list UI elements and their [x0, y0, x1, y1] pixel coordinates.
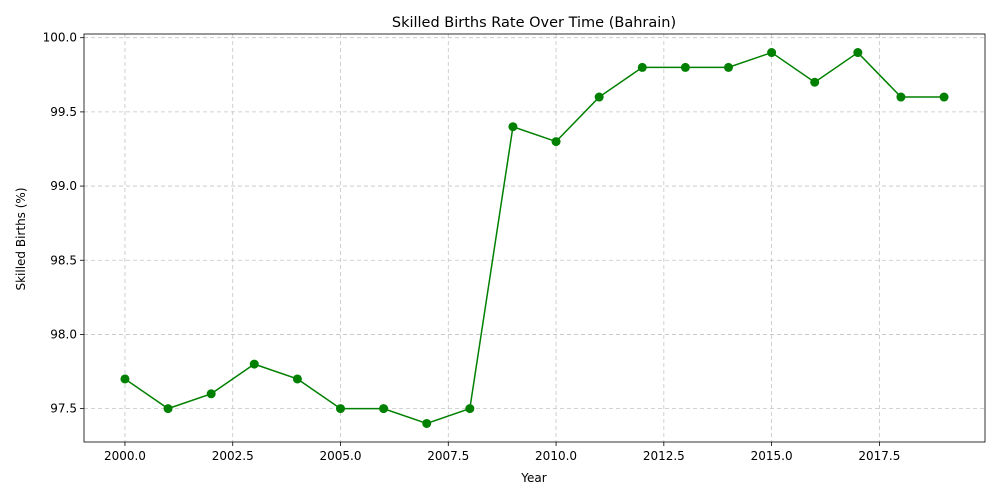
data-point	[120, 374, 130, 384]
x-axis-label: Year	[520, 471, 546, 485]
x-tick-label: 2010.0	[535, 449, 577, 463]
data-point	[379, 404, 389, 414]
data-point	[336, 404, 346, 414]
plot-frame	[83, 33, 986, 443]
y-tick-label: 97.5	[50, 402, 77, 416]
data-point	[292, 374, 302, 384]
chart-title: Skilled Births Rate Over Time (Bahrain)	[392, 15, 676, 31]
x-tick-label: 2012.5	[643, 449, 685, 463]
x-tick-label: 2005.0	[320, 449, 362, 463]
y-axis: 97.5 98.0 98.5 99.0 99.5 100.0	[43, 31, 84, 416]
data-point	[896, 92, 906, 102]
data-point	[810, 77, 820, 87]
data-point	[206, 389, 216, 399]
data-point	[637, 62, 647, 72]
y-tick-label: 99.0	[50, 179, 77, 193]
x-tick-label: 2007.5	[427, 449, 469, 463]
x-tick-label: 2017.5	[858, 449, 900, 463]
x-tick-label: 2002.5	[212, 449, 254, 463]
data-point	[853, 48, 863, 58]
x-tick-label: 2000.0	[104, 449, 146, 463]
x-axis: 2000.0 2002.5 2005.0 2007.5 2010.0 2012.5 2015…	[104, 442, 900, 463]
y-tick-label: 99.5	[50, 105, 77, 119]
data-point	[551, 137, 561, 147]
data-point	[249, 359, 259, 369]
data-point	[767, 48, 777, 58]
y-tick-label: 100.0	[43, 31, 77, 45]
series-layer	[120, 48, 949, 428]
grid	[84, 34, 985, 442]
x-tick-label: 2015.0	[751, 449, 793, 463]
y-tick-label: 98.0	[50, 327, 77, 341]
data-point	[422, 418, 432, 428]
data-point	[680, 62, 690, 72]
data-point	[465, 404, 475, 414]
data-point	[508, 122, 518, 132]
data-point	[939, 92, 949, 102]
y-tick-label: 98.5	[50, 253, 77, 267]
data-point	[594, 92, 604, 102]
y-axis-label: Skilled Births (%)	[14, 187, 28, 290]
data-point	[163, 404, 173, 414]
series-line	[124, 51, 945, 425]
data-point	[723, 62, 733, 72]
